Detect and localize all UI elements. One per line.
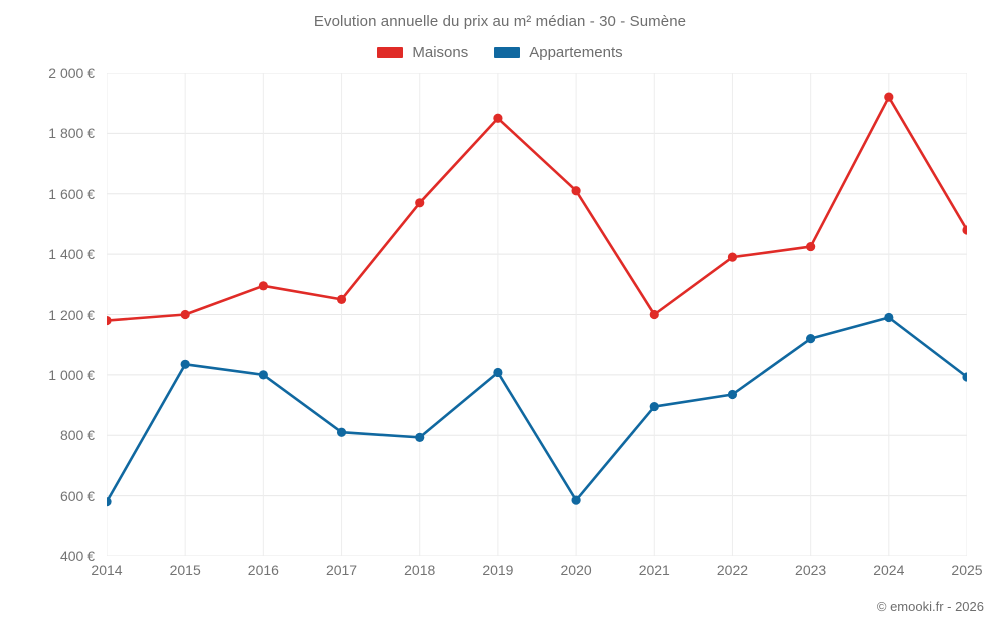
y-axis-tick-label: 1 600 € xyxy=(48,185,95,202)
series-maisons xyxy=(107,92,967,326)
legend-item-maisons[interactable]: Maisons xyxy=(377,44,468,61)
legend-color-swatch-appartements xyxy=(494,47,521,58)
data-point[interactable] xyxy=(107,497,112,507)
x-axis-tick-label: 2021 xyxy=(638,562,670,578)
legend-label-appartements: Appartements xyxy=(529,44,623,61)
plot-area xyxy=(107,73,967,556)
data-point[interactable] xyxy=(258,281,268,291)
data-point[interactable] xyxy=(336,294,347,305)
y-axis-tick-label: 1 800 € xyxy=(48,125,95,142)
data-point[interactable] xyxy=(336,427,347,437)
x-axis: 2014 2015 2016 2017 2018 2019 2020 2021 2022 2023… xyxy=(0,562,1000,586)
y-axis: 400 € 600 € 800 € 1 000 € 1 200 € 1 400 € 1 60… xyxy=(0,0,95,625)
y-axis-tick-label: 400 € xyxy=(59,548,95,564)
legend-label-maisons: Maisons xyxy=(412,44,469,61)
data-point[interactable] xyxy=(806,334,816,344)
data-point[interactable] xyxy=(415,432,425,442)
data-point[interactable] xyxy=(884,92,894,102)
x-axis-tick-label: 2015 xyxy=(169,562,201,578)
data-point[interactable] xyxy=(884,312,894,323)
data-point[interactable] xyxy=(649,401,659,412)
x-axis-tick-label: 2020 xyxy=(560,562,592,578)
x-axis-tick-label: 2022 xyxy=(716,562,749,578)
y-axis-tick-label: 1 400 € xyxy=(48,246,95,263)
x-axis-tick-label: 2014 xyxy=(91,562,123,578)
y-axis-tick-label: 1 200 € xyxy=(48,306,95,323)
data-point[interactable] xyxy=(493,113,503,123)
y-axis-tick-label: 2 000 € xyxy=(48,65,95,81)
data-point[interactable] xyxy=(571,495,581,505)
data-point[interactable] xyxy=(107,315,112,326)
line-chart-svg xyxy=(107,73,967,556)
y-axis-tick-label: 1 000 € xyxy=(48,366,95,383)
data-point[interactable] xyxy=(962,225,967,235)
x-axis-tick-label: 2018 xyxy=(404,562,436,578)
x-axis-tick-label: 2023 xyxy=(795,562,827,578)
data-point[interactable] xyxy=(415,198,425,208)
data-point[interactable] xyxy=(180,359,190,369)
legend-color-swatch-maisons xyxy=(377,47,404,58)
y-axis-tick-label: 800 € xyxy=(59,427,95,444)
data-point[interactable] xyxy=(258,370,268,380)
x-axis-tick-label: 2016 xyxy=(247,562,279,578)
x-axis-tick-label: 2024 xyxy=(873,562,905,578)
data-point[interactable] xyxy=(571,186,581,196)
gridlines xyxy=(107,73,967,556)
series-line-appartements xyxy=(107,316,967,503)
footer-credit: © emooki.fr - 2026 xyxy=(876,599,984,614)
data-point[interactable] xyxy=(649,309,659,320)
data-point[interactable] xyxy=(727,252,738,262)
series-appartements xyxy=(107,312,967,507)
data-point[interactable] xyxy=(493,367,503,378)
x-axis-tick-label: 2017 xyxy=(325,562,358,578)
series-line-maisons xyxy=(107,95,967,322)
x-axis-tick-label: 2025 xyxy=(951,562,983,578)
data-point[interactable] xyxy=(180,309,190,320)
data-point[interactable] xyxy=(962,372,967,382)
data-point[interactable] xyxy=(727,389,738,400)
x-axis-tick-label: 2019 xyxy=(482,562,514,578)
chart-legend: Maisons Appartements xyxy=(0,44,1000,61)
y-axis-tick-label: 600 € xyxy=(59,487,95,504)
data-point[interactable] xyxy=(806,241,816,252)
chart-title: Evolution annuelle du prix au m² médian … xyxy=(313,13,687,30)
legend-item-appartements[interactable]: Appartements xyxy=(494,44,623,61)
